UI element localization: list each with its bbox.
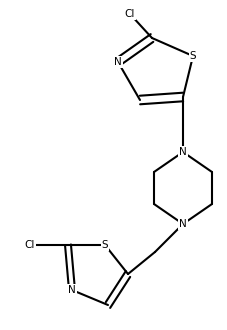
Text: N: N xyxy=(114,57,121,67)
Text: Cl: Cl xyxy=(124,9,135,19)
Text: N: N xyxy=(178,219,186,229)
Text: Cl: Cl xyxy=(25,240,35,250)
Text: N: N xyxy=(68,285,76,295)
Text: S: S xyxy=(101,240,108,250)
Text: S: S xyxy=(189,51,195,61)
Text: N: N xyxy=(178,147,186,157)
